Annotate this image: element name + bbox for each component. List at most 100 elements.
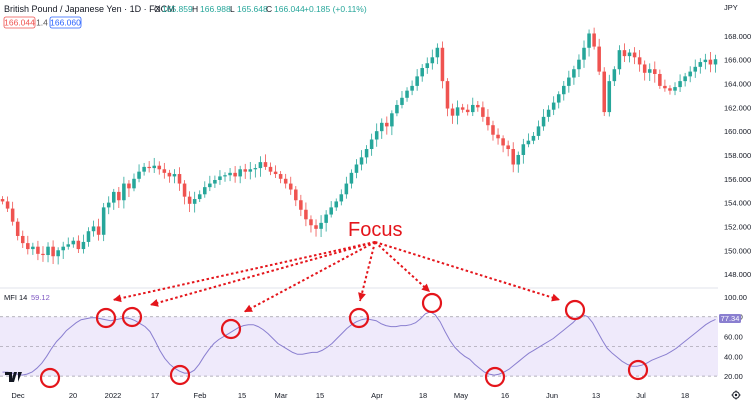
candle-body — [521, 144, 526, 155]
mfi-value-badge — [719, 314, 741, 323]
candle-body — [288, 183, 293, 190]
sell-button[interactable] — [3, 16, 36, 29]
ohlc-change: +0.185 (+0.11%) — [304, 4, 367, 14]
candle-body — [622, 50, 627, 57]
candle-body — [248, 169, 253, 172]
candle-body — [152, 165, 156, 169]
candle-body — [546, 109, 551, 117]
focus-circle — [220, 318, 242, 340]
candle-body — [541, 116, 546, 127]
candle-body — [278, 174, 283, 179]
candle-body — [673, 87, 677, 91]
candle-body — [683, 76, 687, 82]
candle-body — [430, 57, 435, 64]
focus-arrowhead — [551, 293, 560, 302]
candle-body — [10, 208, 15, 222]
candle-body — [243, 169, 248, 172]
candle-body — [435, 47, 440, 58]
candle-body — [218, 176, 222, 180]
candle-body — [20, 235, 25, 244]
candle-body — [703, 59, 708, 63]
candle-body — [162, 169, 167, 173]
candle-body — [663, 85, 667, 89]
candle-body — [425, 63, 430, 69]
bid-ask-panel[interactable]: 166.044 1.4 166.060 — [3, 16, 82, 29]
time-label: 20 — [69, 391, 77, 400]
candle-body — [511, 149, 515, 165]
price-axis[interactable]: 168.000 166.000 164.000 162.000 160.000 158.0… — [724, 32, 751, 279]
candle-body — [597, 46, 601, 72]
candle-body — [354, 164, 359, 173]
candle-body — [698, 62, 703, 67]
time-axis[interactable]: Dec 20 2022 17 Feb 15 Mar 15 Apr 18 May 16 Jun 13 Jul 1… — [11, 391, 689, 400]
candle-body — [653, 69, 657, 74]
gear-icon[interactable] — [731, 390, 741, 400]
time-label: 18 — [681, 391, 689, 400]
time-label: 2022 — [105, 391, 122, 400]
candle-body — [76, 240, 81, 250]
candle-body — [5, 201, 10, 209]
candle-body — [56, 250, 60, 257]
candle-body — [167, 172, 172, 177]
tradingview-logo[interactable] — [5, 372, 22, 382]
candle-body — [410, 85, 414, 91]
focus-arrowhead — [150, 298, 159, 307]
ask-price: 166.060 — [50, 18, 81, 28]
price-tick-label: 168.000 — [724, 32, 751, 41]
candle-body — [379, 122, 384, 132]
mfi-tick-label: 100.00 — [724, 293, 747, 302]
mfi-tick-label: 60.00 — [724, 333, 743, 342]
candle-body — [678, 81, 682, 88]
candle-body — [187, 196, 192, 204]
candle-body — [501, 138, 505, 146]
candle-body — [223, 175, 227, 177]
candle-body — [359, 157, 364, 165]
symbol-title[interactable]: British Pound / Japanese Yen · 1D · FXCM — [4, 4, 175, 14]
bid-price: 166.044 — [4, 18, 35, 28]
ohlc-high-value: 166.988 — [200, 4, 231, 14]
focus-arrow — [149, 241, 376, 306]
candle-body — [415, 76, 419, 86]
candle-body — [273, 171, 278, 175]
focus-circle — [421, 292, 443, 314]
ohlc-close-label: C — [266, 4, 272, 14]
time-label: May — [454, 391, 468, 400]
candle-body — [632, 52, 637, 58]
focus-arrow — [359, 241, 376, 302]
ohlc-high-label: H — [192, 4, 198, 14]
candle-body — [587, 33, 591, 48]
ohlc-low-value: 165.648 — [237, 4, 268, 14]
indicator-name: MFI — [4, 293, 17, 302]
candle-body — [572, 69, 576, 78]
candle-body — [713, 59, 718, 65]
candle-body — [506, 145, 510, 150]
candle-body — [486, 116, 490, 126]
candle-body — [304, 209, 308, 220]
candle-body — [582, 47, 586, 60]
candle-body — [213, 179, 217, 184]
spread-value: 1.4 — [36, 18, 48, 28]
focus-circle — [484, 366, 506, 388]
focus-circle — [39, 367, 61, 389]
candle-body — [137, 171, 141, 179]
candle-body — [106, 202, 111, 208]
candle-body — [122, 183, 126, 201]
focus-circle — [121, 306, 143, 328]
candle-body — [339, 194, 344, 202]
time-label: Feb — [194, 391, 207, 400]
candle-body — [460, 107, 465, 110]
candle-body — [450, 108, 455, 116]
mfi-band-fill — [0, 316, 718, 377]
candle-body — [693, 66, 698, 72]
candle-body — [476, 104, 480, 108]
candle-body — [344, 183, 349, 195]
ohlc-low-label: L — [230, 4, 235, 14]
symbol-header[interactable]: British Pound / Japanese Yen · 1D · FXCM… — [4, 4, 367, 14]
candle-body — [329, 207, 333, 215]
focus-circle — [348, 307, 370, 329]
buy-button[interactable] — [49, 16, 82, 29]
price-tick-label: 150.000 — [724, 246, 751, 255]
candle-body — [142, 166, 146, 172]
